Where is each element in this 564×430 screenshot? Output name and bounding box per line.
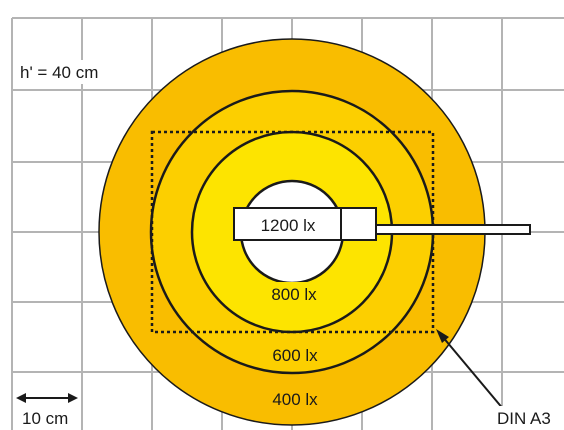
scale-arrow-right xyxy=(68,393,78,403)
label-800-lx: 800 lx xyxy=(271,285,317,304)
label-backdrop-800 xyxy=(262,282,326,304)
scale-label: 10 cm xyxy=(22,409,68,428)
lamp-head xyxy=(233,207,377,241)
height-label-backdrop xyxy=(18,60,114,84)
label-backdrop-600 xyxy=(264,342,326,366)
height-label: h' = 40 cm xyxy=(20,63,98,82)
label-1200-lx: 1200 lx xyxy=(261,216,316,235)
din-a3-pointer-head xyxy=(436,329,449,343)
label-400-lx: 400 lx xyxy=(272,390,318,409)
din-a3-label: DIN A3 xyxy=(497,409,551,428)
scale-bar xyxy=(16,393,78,403)
label-600-lx: 600 lx xyxy=(272,346,318,365)
din-a3-pointer xyxy=(441,335,505,411)
scale-arrow-left xyxy=(16,393,26,403)
din-a3-label-backdrop xyxy=(494,406,564,430)
lamp-arm xyxy=(374,224,531,235)
scale-label-backdrop xyxy=(18,406,66,430)
